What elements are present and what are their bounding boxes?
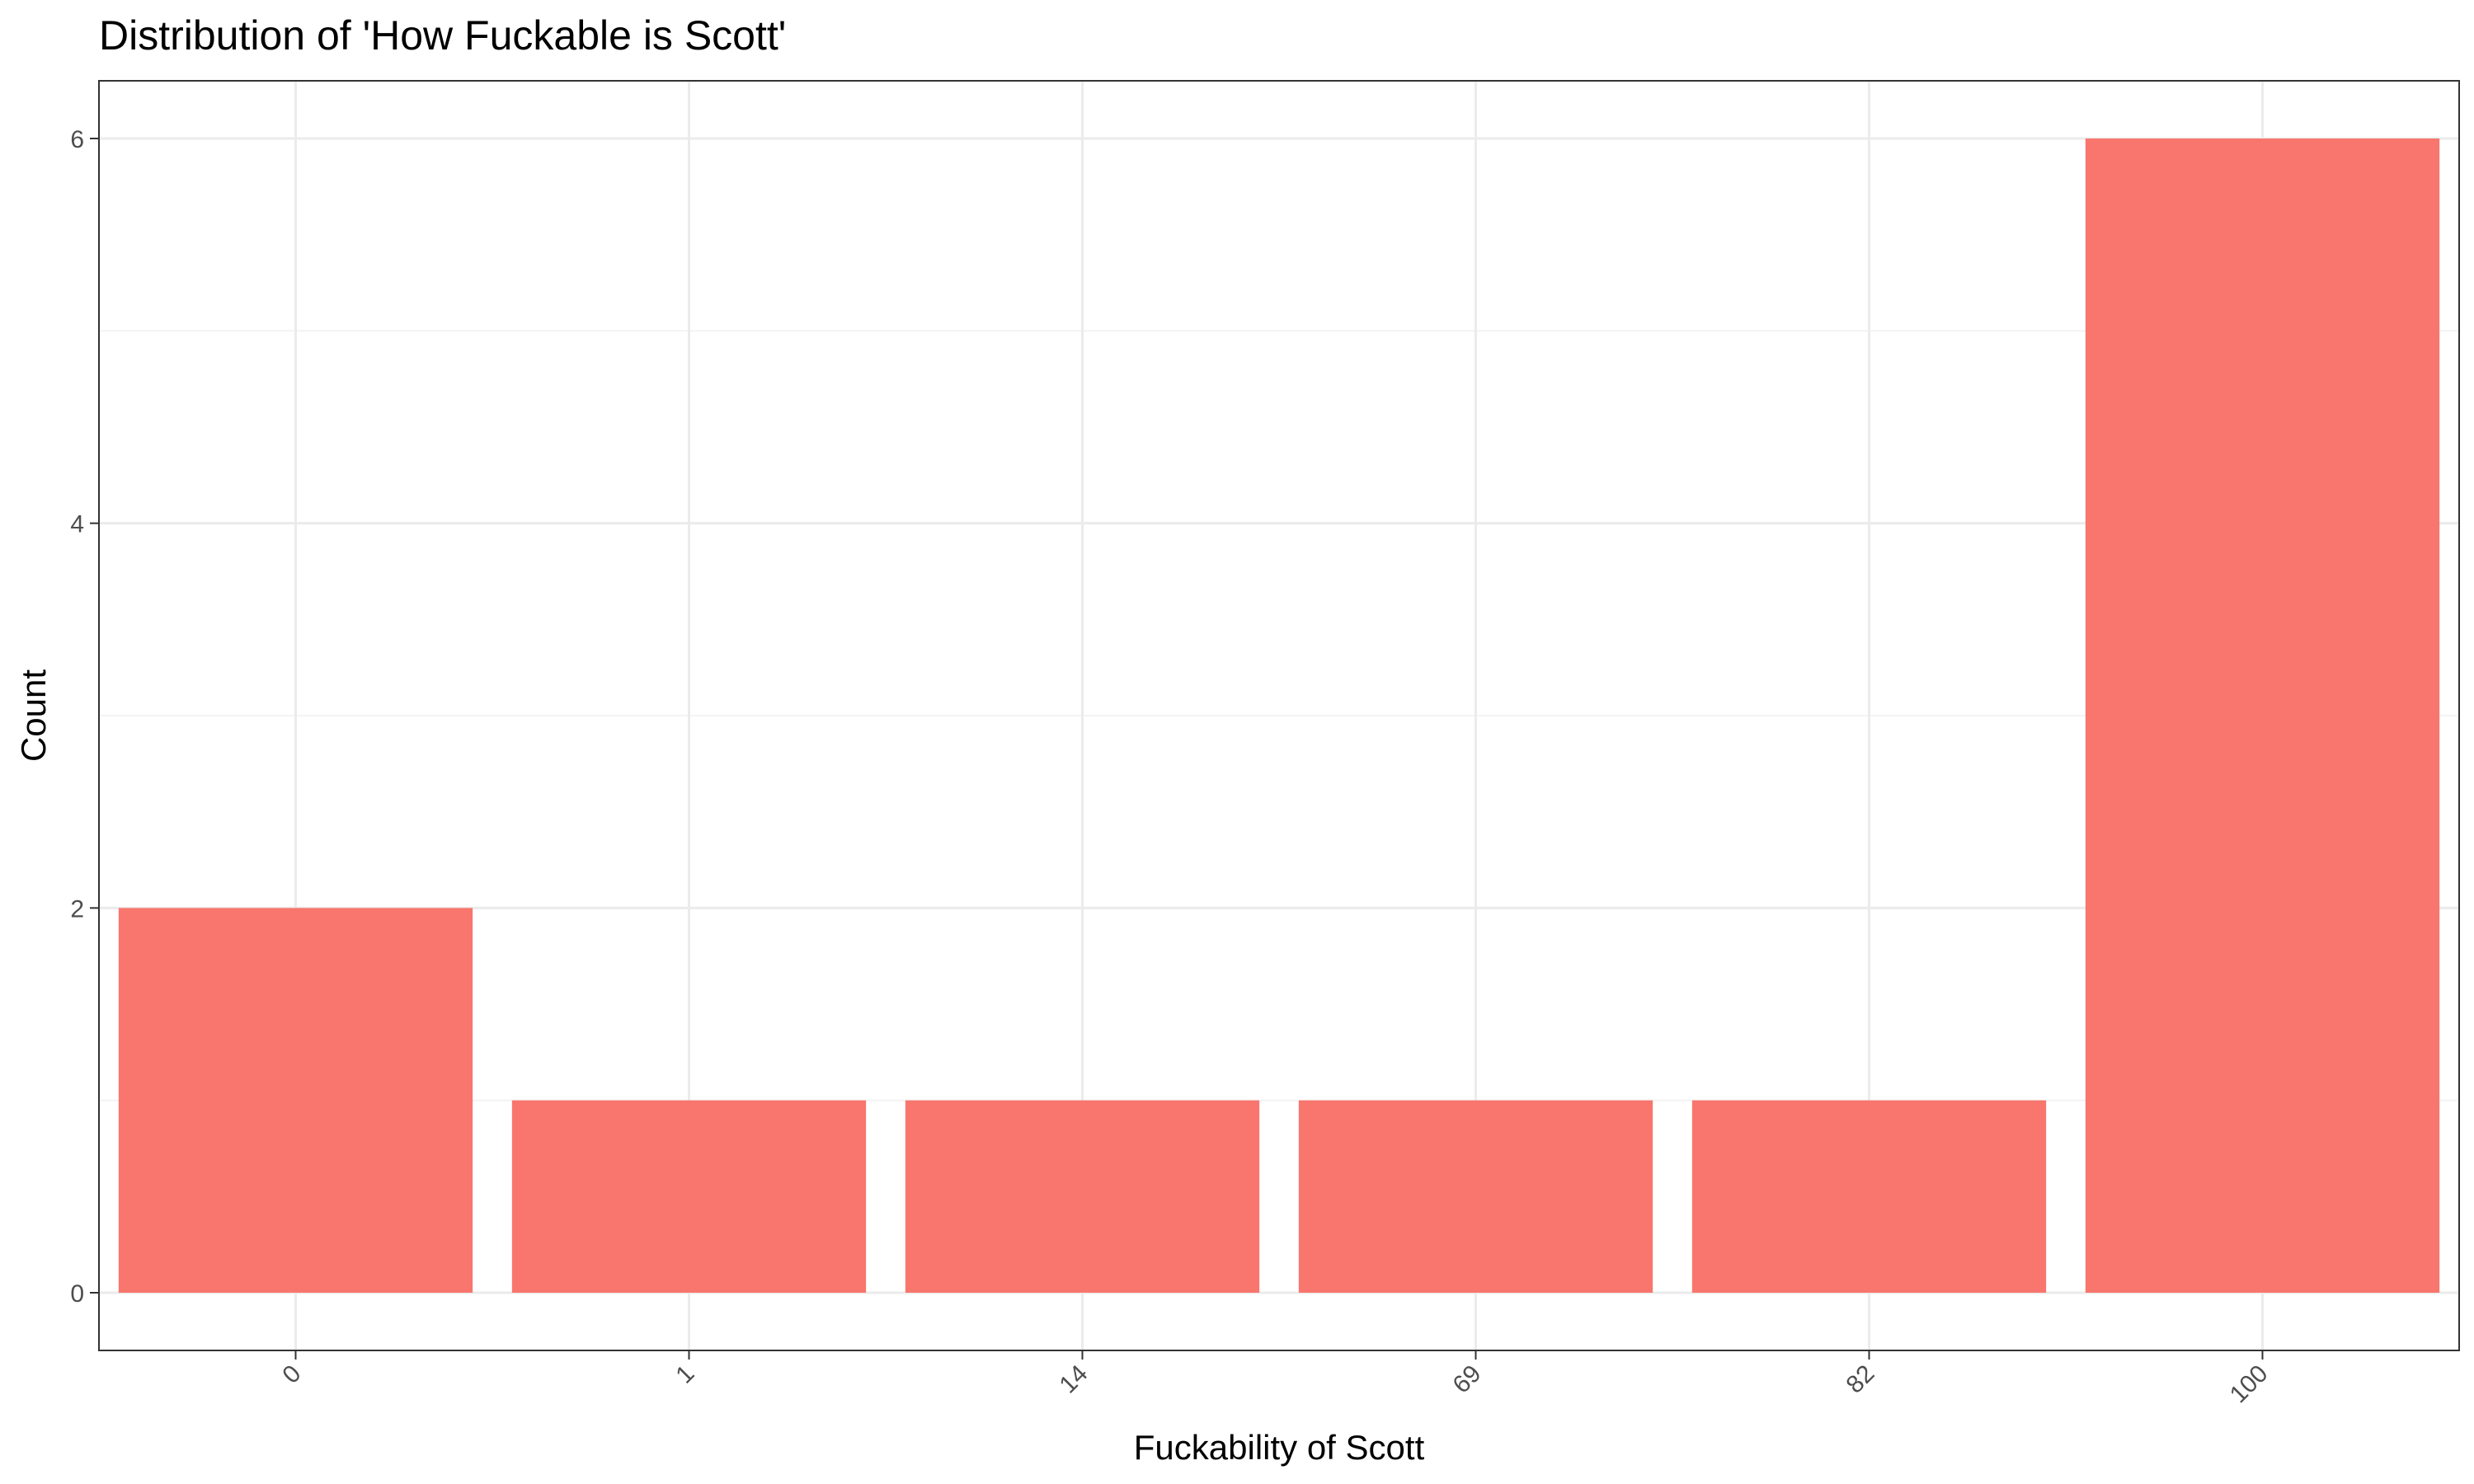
bar-14 — [905, 1100, 1260, 1293]
y-axis-title: Count — [14, 669, 53, 762]
x-tick-label: 1 — [670, 1360, 699, 1389]
y-tick-label: 2 — [70, 895, 84, 923]
bar-82 — [1691, 1100, 2047, 1293]
x-axis: 0 1 14 69 82 100 — [277, 1350, 2273, 1408]
bar-1 — [511, 1100, 867, 1293]
x-tick-label: 82 — [1841, 1360, 1880, 1399]
bar-0 — [118, 908, 473, 1293]
chart-title: Distribution of 'How Fuckable is Scott' — [99, 12, 786, 59]
x-axis-title: Fuckability of Scott — [1134, 1428, 1425, 1467]
bar-100 — [2085, 139, 2440, 1293]
x-tick-label: 100 — [2225, 1360, 2274, 1409]
y-tick-label: 6 — [70, 126, 84, 153]
x-tick-label: 14 — [1055, 1360, 1094, 1399]
y-tick-label: 0 — [70, 1280, 84, 1308]
bar-69 — [1298, 1100, 1653, 1293]
panel-border — [98, 80, 2460, 1351]
minor-gridlines — [99, 330, 2459, 1101]
bars — [118, 139, 2440, 1293]
plot-panel — [98, 80, 2460, 1351]
y-tick-label: 4 — [70, 511, 84, 538]
x-tick-label: 0 — [277, 1360, 306, 1389]
x-tick-label: 69 — [1448, 1360, 1487, 1399]
y-axis: 0 2 4 6 — [70, 126, 99, 1308]
